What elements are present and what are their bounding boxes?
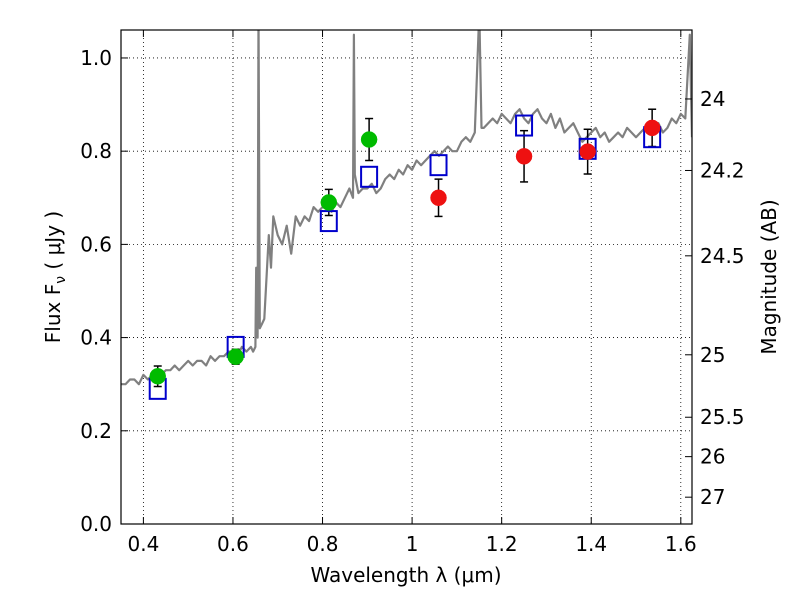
x-tick-label: 1.2 bbox=[486, 532, 518, 556]
green-observed-points bbox=[149, 131, 378, 385]
x-tick-label: 0.4 bbox=[127, 532, 159, 556]
model-spectrum-line bbox=[121, 30, 692, 386]
red-point bbox=[515, 148, 533, 165]
axis-ticks: 0.4 0.6 0.8 1 1.2 1.4 1.6 0.0 0.2 0.4 0.6 0.8 1.0 24 2… bbox=[80, 30, 745, 556]
y-tick-label: 0.0 bbox=[80, 512, 112, 536]
y-axis-label-unit: ( μJy ) bbox=[41, 211, 65, 276]
y-tick-label: 0.2 bbox=[80, 419, 112, 443]
green-point bbox=[149, 368, 166, 385]
right-tick-label: 24.2 bbox=[700, 158, 745, 182]
plot-frame bbox=[120, 29, 693, 525]
y-tick-label: 0.6 bbox=[80, 232, 112, 256]
x-tick-label: 1.4 bbox=[575, 532, 607, 556]
right-tick-label: 24.5 bbox=[700, 244, 745, 268]
green-point bbox=[360, 131, 378, 148]
model-box bbox=[319, 210, 338, 233]
red-point bbox=[579, 143, 596, 160]
y-tick-label: 0.8 bbox=[80, 139, 112, 163]
y-axis-label-main: Flux F bbox=[41, 284, 65, 343]
y-axis-label: Flux Fν ( μJy ) bbox=[41, 211, 69, 343]
y-tick-label: 1.0 bbox=[80, 46, 112, 70]
model-box bbox=[429, 154, 448, 177]
green-point bbox=[227, 348, 244, 365]
right-tick-label: 26 bbox=[700, 445, 725, 469]
x-tick-label: 1 bbox=[406, 532, 419, 556]
x-tick-label: 1.6 bbox=[665, 532, 697, 556]
plot-background bbox=[121, 30, 692, 524]
y-axis-label-subscript: ν bbox=[53, 276, 69, 284]
green-point bbox=[320, 194, 338, 211]
y-tick-label: 0.4 bbox=[80, 326, 112, 350]
red-point bbox=[430, 189, 447, 207]
right-tick-label: 27 bbox=[700, 485, 725, 509]
right-axis-label: Magnitude (AB) bbox=[757, 199, 781, 354]
model-box bbox=[360, 165, 379, 188]
right-tick-label: 25 bbox=[700, 343, 725, 367]
model-box bbox=[515, 114, 534, 137]
x-axis-label: Wavelength λ (μm) bbox=[310, 563, 501, 587]
red-point bbox=[643, 119, 661, 137]
right-tick-label: 24 bbox=[700, 87, 725, 111]
model-photometry-boxes bbox=[148, 114, 662, 400]
x-tick-label: 0.8 bbox=[307, 532, 339, 556]
red-observed-points bbox=[430, 119, 661, 207]
x-tick-label: 0.6 bbox=[217, 532, 249, 556]
right-tick-label: 25.5 bbox=[700, 405, 745, 429]
